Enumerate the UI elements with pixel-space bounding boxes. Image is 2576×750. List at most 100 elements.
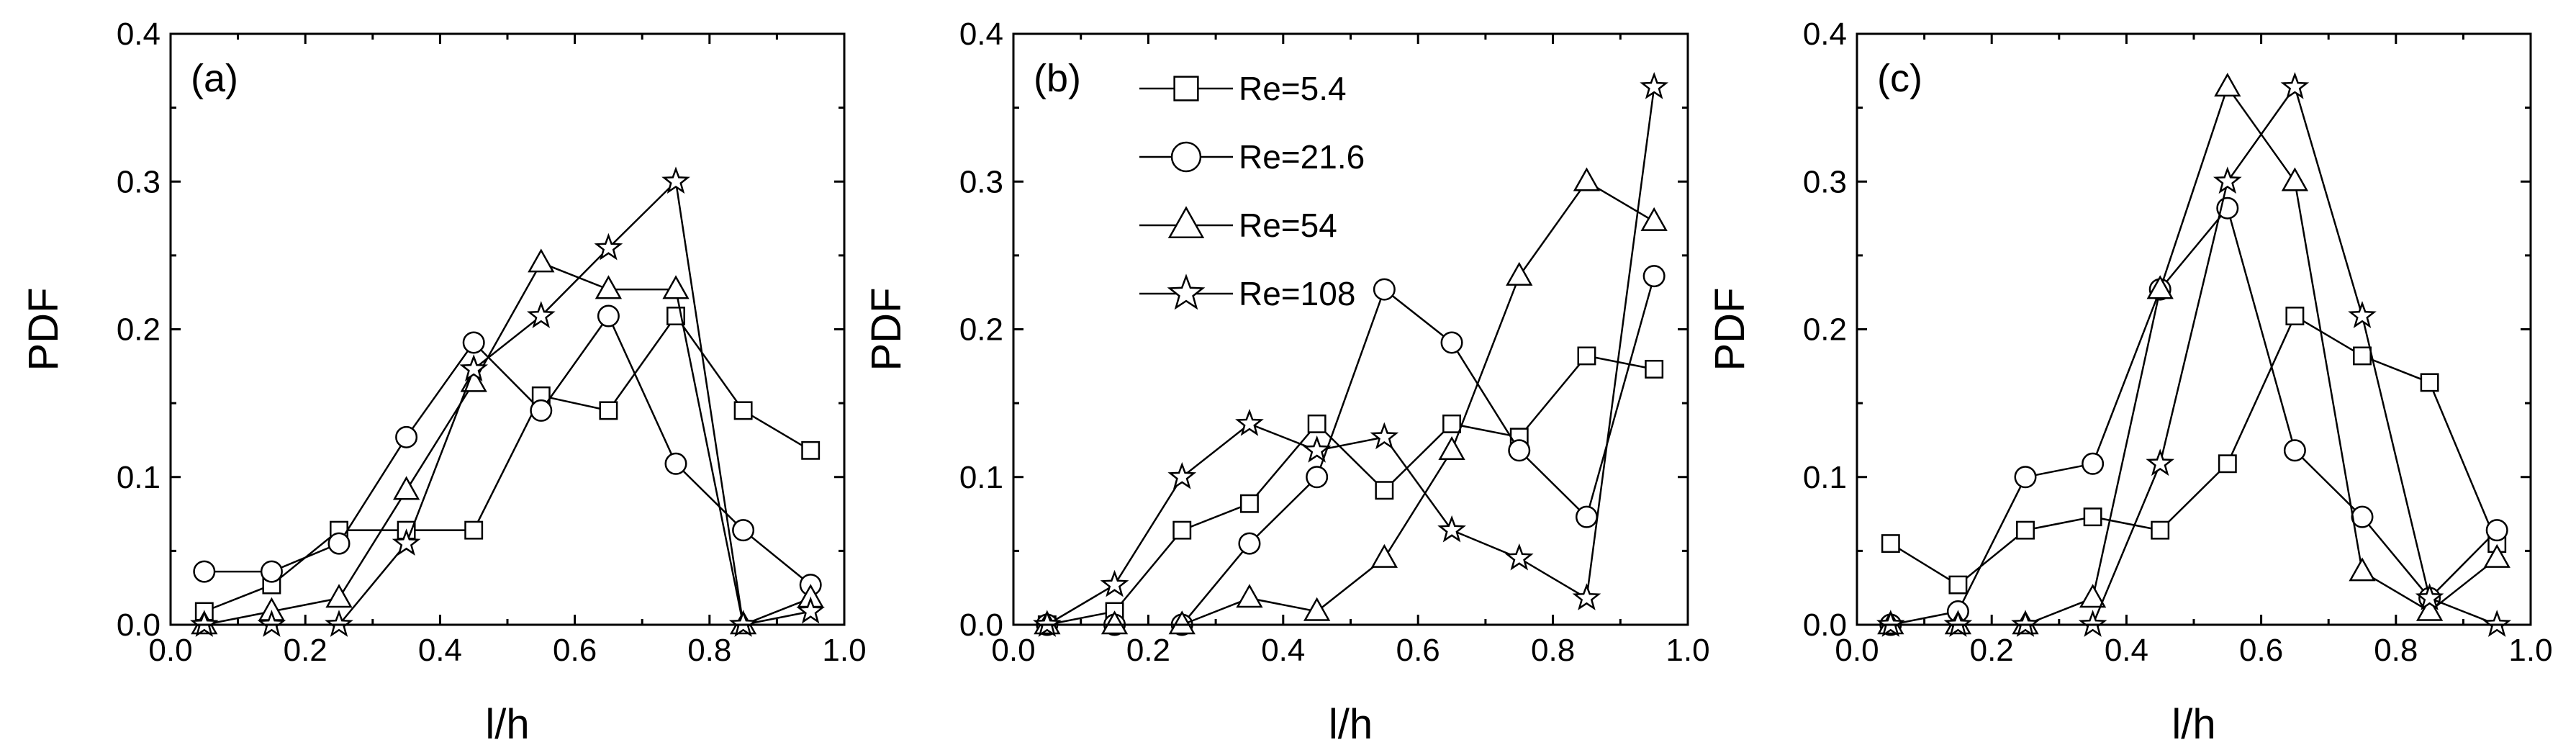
data-point-square	[2353, 346, 2372, 366]
x-axis-title: l/h	[485, 701, 529, 748]
legend-marker-triangle	[1167, 206, 1205, 239]
data-point-square	[1577, 346, 1596, 366]
data-point-star	[594, 232, 623, 261]
series-line-star	[204, 179, 811, 626]
data-point-circle	[1238, 532, 1261, 555]
data-point-star	[325, 610, 353, 637]
y-tick-label: 0.1	[117, 460, 161, 495]
series-line-star	[1890, 85, 2498, 626]
chart-panel-1: 0.0 0.2 0.4 0.6 0.8 1.0 0.0 0.1 0.2 0.3 0.4 l/h PDF (…	[20, 17, 867, 748]
data-point-square	[733, 401, 753, 420]
series-line-square	[1890, 315, 2498, 587]
panel-label: (c)	[1877, 57, 1922, 100]
panel-label: (b)	[1034, 57, 1081, 100]
data-point-square	[2285, 307, 2305, 325]
data-point-square	[2218, 454, 2237, 474]
x-tick-label: 0.0	[148, 633, 192, 668]
data-point-circle	[1306, 466, 1329, 489]
y-tick-label: 0.3	[1803, 164, 1847, 199]
y-axis-title: PDF	[1707, 288, 1753, 371]
data-point-star	[2078, 610, 2107, 637]
data-point-triangle	[2415, 597, 2444, 621]
data-point-star	[1876, 610, 1905, 637]
data-point-triangle	[1573, 167, 1601, 191]
data-point-star	[2280, 71, 2310, 99]
data-point-circle	[2485, 519, 2508, 542]
y-tick-label: 0.2	[117, 312, 161, 348]
y-tick-label: 0.0	[1803, 607, 1847, 643]
x-tick-label: 0.2	[1970, 633, 2014, 668]
data-point-circle	[2082, 452, 2105, 475]
data-point-triangle	[662, 275, 690, 299]
data-point-star	[1167, 461, 1197, 489]
series-line-square	[1047, 355, 1655, 626]
data-point-square	[1307, 414, 1327, 433]
x-tick-label: 0.2	[1126, 633, 1170, 668]
x-tick-label: 0.6	[553, 633, 597, 668]
data-point-star	[2415, 583, 2444, 610]
series-line-circle	[1890, 206, 2498, 626]
x-tick-label: 0.4	[418, 633, 462, 668]
data-point-star	[2146, 448, 2175, 476]
legend-label: Re=54	[1239, 207, 1337, 244]
data-point-star	[1370, 422, 1399, 450]
data-point-square	[1240, 494, 1259, 513]
legend-marker-square	[1173, 76, 1199, 101]
panel-label: (a)	[191, 57, 238, 100]
x-tick-label: 1.0	[1666, 633, 1709, 668]
y-tick-label: 0.0	[117, 607, 161, 643]
x-tick-label: 0.8	[1531, 633, 1575, 668]
data-point-triangle	[595, 275, 623, 299]
data-point-triangle	[392, 476, 420, 500]
x-tick-label: 1.0	[822, 633, 866, 668]
data-point-circle	[1508, 439, 1531, 462]
x-tick-label: 0.4	[2105, 633, 2148, 668]
data-point-star	[2011, 610, 2040, 637]
data-point-star	[1302, 435, 1332, 463]
x-axis-title: l/h	[1329, 701, 1373, 748]
y-tick-label: 0.4	[117, 17, 161, 52]
data-point-star	[459, 354, 489, 381]
data-point-star	[2482, 610, 2512, 637]
chart-panel-2: 0.0 0.2 0.4 0.6 0.8 1.0 0.0 0.1 0.2 0.3 0.4 l/h PDF (…	[863, 17, 1710, 748]
y-tick-label: 0.3	[959, 164, 1003, 199]
x-tick-label: 0.6	[2239, 633, 2283, 668]
data-point-star	[2213, 166, 2242, 194]
data-point-square	[2016, 520, 2035, 540]
chart-panel-3: 0.0 0.2 0.4 0.6 0.8 1.0 0.0 0.1 0.2 0.3 0.4 l/h PDF (…	[1707, 17, 2553, 748]
data-point-star	[1235, 409, 1264, 436]
series-line-triangle	[1890, 85, 2498, 626]
data-point-star	[661, 166, 690, 194]
data-point-triangle	[1438, 436, 1465, 461]
x-tick-label: 0.8	[687, 633, 731, 668]
data-point-circle	[1575, 505, 1598, 528]
y-axis-title: PDF	[863, 288, 910, 371]
legend-marker-star	[1167, 274, 1206, 310]
data-point-triangle	[1370, 543, 1398, 568]
data-point-circle	[1642, 265, 1666, 288]
data-point-square	[1645, 359, 1664, 379]
data-point-circle	[395, 425, 418, 448]
data-point-square	[1172, 520, 1192, 540]
data-point-triangle	[2281, 167, 2309, 191]
data-point-star	[1943, 610, 1973, 637]
y-tick-label: 0.2	[959, 312, 1003, 348]
data-point-star	[392, 528, 421, 556]
data-point-circle	[732, 519, 755, 542]
legend: Re=5.4 Re=21.6 Re=54 Re=108	[1139, 70, 1365, 312]
data-point-square	[1442, 414, 1461, 433]
x-tick-label: 1.0	[2508, 633, 2552, 668]
x-tick-label: 0.2	[284, 633, 327, 668]
data-point-square	[1948, 575, 1968, 595]
data-point-circle	[1373, 278, 1396, 301]
data-point-star	[1100, 569, 1129, 597]
data-point-triangle	[1506, 261, 1533, 286]
data-point-triangle	[2146, 275, 2174, 299]
x-tick-label: 0.0	[991, 633, 1035, 668]
data-point-circle	[260, 560, 283, 583]
y-tick-label: 0.1	[1803, 460, 1847, 495]
plot-frame	[1012, 32, 1689, 626]
data-point-star	[1572, 583, 1601, 610]
data-point-star	[1437, 515, 1466, 543]
data-point-circle	[2283, 439, 2306, 462]
